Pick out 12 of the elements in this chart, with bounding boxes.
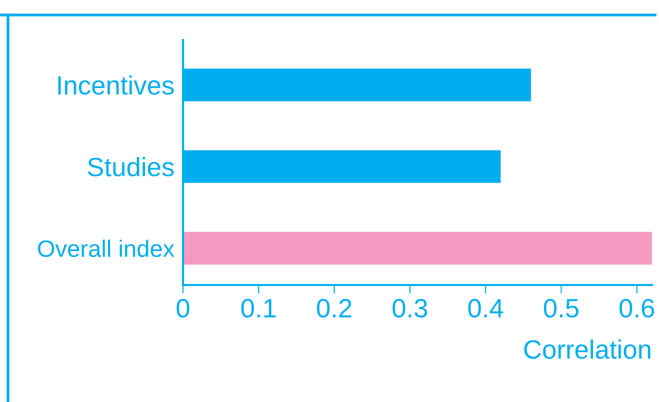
x-tick-label: 0.6 [620,298,654,318]
x-tick-label: 0 [176,298,190,318]
y-tick-label: Studies [88,157,174,176]
x-tick-label: 0.1 [241,298,276,318]
x-tick-label: 0.5 [544,298,578,318]
bar [183,232,652,265]
x-axis-title: Correlation [524,339,650,359]
y-tick-label: Overall index [38,240,174,258]
x-tick-label: 0.3 [392,298,428,318]
x-tick-label: 0.2 [316,298,352,318]
y-tick-label: Incentives [58,75,174,95]
x-tick-label: 0.4 [468,298,504,318]
